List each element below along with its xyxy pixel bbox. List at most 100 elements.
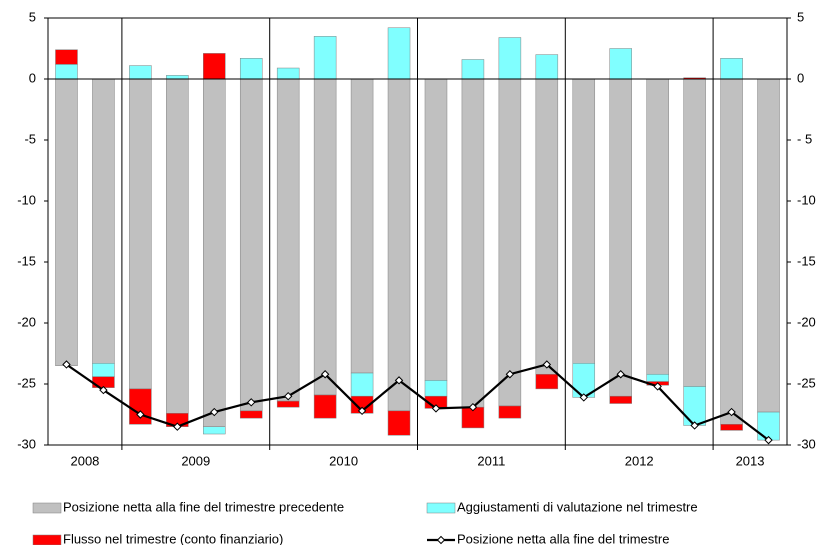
bar-segment [129,78,152,390]
bar-segment [129,65,152,80]
y-tick-label: -20 [17,314,36,329]
bar-segment [55,49,78,65]
y2-tick-label: -20 [797,314,816,329]
bar-segment [646,78,669,375]
bar-segment [239,58,263,80]
bar-segment [720,78,743,425]
bar-segment [203,78,226,427]
bar-segment [166,75,189,80]
bar-segment [350,78,374,374]
legend-swatch [32,502,62,514]
bar-segment [461,78,485,408]
line-marker [320,370,330,379]
x-tick-label: 2013 [736,453,765,468]
x-tick-label: 2011 [477,453,505,468]
bar-segment [572,78,596,364]
bar-segment [535,373,559,390]
bar-segment [535,78,559,375]
line-marker [357,406,367,416]
bar-segment [92,363,115,377]
legend-label: Posizione netta alla fine del trimestre [457,531,669,545]
bar-segment [535,54,559,80]
line-marker [394,376,404,385]
line [65,363,770,441]
line-marker [431,404,441,413]
line-marker [136,410,145,419]
bar-segment [424,78,448,381]
x-tick-label: 2009 [181,453,210,468]
bar-segment [276,78,300,402]
bar-segment [129,388,152,425]
line-marker [99,385,108,395]
y2-tick-label: -25 [797,375,816,390]
line-marker [210,407,219,417]
x-tick-label: 2008 [70,453,99,468]
bar-segment [646,373,669,382]
bar-segment [498,37,522,80]
line-marker [468,402,478,412]
y-tick-label: -10 [17,192,36,207]
line-marker [727,407,736,417]
x-tick-label: 2010 [329,453,358,468]
bar-segment [387,78,411,412]
bar-segment [203,53,226,80]
bar-segment [350,372,374,397]
bar-segment [276,67,300,80]
bar-segment [757,411,780,441]
bar-segment [166,78,189,414]
bar-segment [498,405,522,419]
line-marker [173,422,182,431]
line-marker [764,435,773,445]
y2-tick-label: 5 [797,9,804,24]
bar-segment [424,380,448,397]
y2-tick-label: -30 [797,436,816,451]
legend-label: Aggiustamenti di valutazione nel trimest… [457,499,698,514]
line-marker [616,370,625,379]
bar-segment [55,64,78,80]
bar-segment [387,410,411,436]
x-tick-label: 2012 [625,453,654,468]
bar-segment [203,426,226,435]
bar-segment [387,27,411,80]
bar-segment [609,78,632,397]
y-tick-label: -30 [17,436,36,451]
bar-segment [609,395,632,404]
y2-tick-label: -15 [797,253,816,268]
bar-segment [720,424,743,431]
bar-segment [461,59,485,80]
bar-segment [92,78,115,364]
bar-segment [276,400,300,408]
line-marker [690,421,699,430]
bar-segment [720,58,743,80]
legend-label: Flusso nel trimestre (conto finanziario) [63,531,283,545]
y2-tick-label: - 5 [797,131,812,146]
bar-segment [239,410,263,419]
bar-segment [609,48,632,80]
bar-segment [313,36,337,80]
line-marker [542,360,552,369]
y-tick-label: -15 [17,253,36,268]
y-tick-label: -5 [24,131,36,146]
bar-segment [498,78,522,407]
line-marker [579,393,588,402]
legend-swatch [426,502,456,514]
bar-segment [757,78,780,413]
line-marker [247,398,256,407]
bar-segment [55,78,78,366]
y2-tick-label: -10 [797,192,816,207]
bar-segment [239,78,263,412]
y-tick-label: 0 [29,70,36,85]
line-marker [62,360,71,369]
y-tick-label: -25 [17,375,36,390]
line-marker [653,382,662,391]
y-tick-label: 5 [29,9,36,24]
legend-swatch [32,534,62,545]
bar-segment [313,78,337,396]
bar-segment [683,78,706,387]
bar-segment [683,386,706,426]
line-marker [505,370,515,379]
legend-marker [436,535,446,545]
legend-label: Posizione netta alla fine del trimestre … [63,499,344,514]
